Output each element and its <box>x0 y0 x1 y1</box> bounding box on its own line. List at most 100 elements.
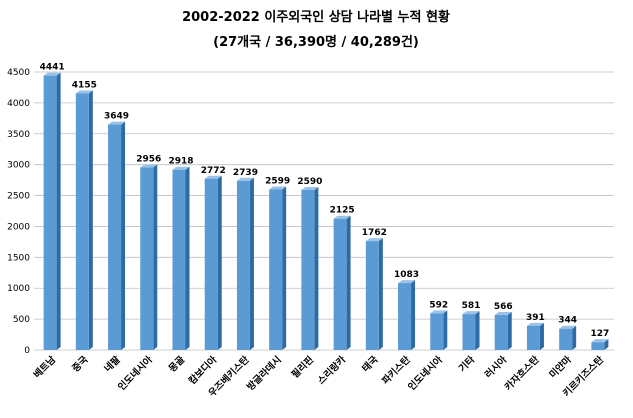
bar-side <box>604 339 609 350</box>
bar <box>172 166 190 350</box>
y-tick-label: 3500 <box>7 130 30 140</box>
bar <box>398 280 416 350</box>
y-tick-label: 2000 <box>7 222 30 232</box>
bar-side <box>411 280 416 350</box>
data-label: 1083 <box>394 270 419 280</box>
x-tick-label: 베트남 <box>31 353 58 380</box>
y-axis: 0 500 1000 1500 2000 2500 3000 3500 4000 4500 <box>7 68 30 356</box>
bar-front <box>398 283 412 350</box>
x-tick-label: 캄보디아 <box>186 353 219 386</box>
x-tick-label: 파키스탄 <box>379 353 412 386</box>
data-labels: 4441 4155 3649 2956 2918 2772 2739 2599 2590 2125… <box>40 63 610 340</box>
bar-top <box>398 280 416 284</box>
bar-top <box>43 72 61 76</box>
data-label: 592 <box>429 300 448 310</box>
bar-side <box>314 186 319 350</box>
bar-front <box>236 180 250 350</box>
y-tick-label: 4000 <box>7 99 30 109</box>
x-tick-label: 네팔 <box>102 353 123 374</box>
bar-side <box>443 310 448 350</box>
bar-side <box>153 164 158 350</box>
bar-front <box>140 167 154 350</box>
bar-front <box>301 189 315 350</box>
x-tick-label: 중국 <box>70 354 90 374</box>
bar <box>140 164 158 350</box>
data-label: 2918 <box>168 157 193 167</box>
bar-top <box>559 325 577 329</box>
bar <box>559 325 577 350</box>
data-label: 2772 <box>201 166 226 176</box>
bar <box>204 175 222 350</box>
bar <box>462 311 480 350</box>
bar-top <box>526 322 544 326</box>
bar-side <box>185 166 190 350</box>
bar-top <box>301 186 319 190</box>
bar-side <box>217 175 222 350</box>
bar-top <box>236 177 254 181</box>
x-tick-label: 태국 <box>360 353 381 374</box>
bar <box>494 312 512 350</box>
x-tick-label: 미얀마 <box>547 353 574 380</box>
x-tick-label: 인도네시아 <box>406 353 446 393</box>
bar-front <box>269 189 283 350</box>
data-label: 2590 <box>297 177 322 187</box>
bar-side <box>378 238 383 350</box>
y-tick-label: 500 <box>13 315 30 325</box>
bar <box>43 72 61 350</box>
bar-front <box>333 218 347 350</box>
data-label: 2599 <box>265 176 290 186</box>
data-label: 566 <box>494 302 513 312</box>
bar-top <box>365 238 383 242</box>
bar-top <box>591 339 609 343</box>
data-label: 2125 <box>330 206 355 216</box>
bar-side <box>539 322 544 350</box>
data-label: 2956 <box>136 154 161 164</box>
bar-front <box>526 325 540 350</box>
bar-front <box>494 315 508 350</box>
bar-front <box>430 313 444 350</box>
data-label: 2739 <box>233 168 258 178</box>
bar-side <box>56 72 61 350</box>
x-tick-label: 기타 <box>456 353 477 374</box>
x-tick-label: 필리핀 <box>289 354 316 381</box>
x-tick-label: 카자흐스탄 <box>502 353 542 393</box>
bar-front <box>559 328 573 350</box>
bar <box>108 121 126 350</box>
x-tick-label: 방글라데시 <box>244 354 283 393</box>
bar-front <box>43 75 57 350</box>
data-label: 3649 <box>104 112 129 122</box>
data-label: 4441 <box>40 63 65 73</box>
chart-subtitle: (27개국 / 36,390명 / 40,289건) <box>213 34 419 50</box>
bar-top <box>462 311 480 315</box>
bar <box>333 215 351 350</box>
chart-title: 2002-2022 이주외국인 상담 나라별 누적 현황 <box>182 9 450 25</box>
bar-front <box>108 124 122 350</box>
bar-side <box>507 312 512 350</box>
bar-front <box>172 169 186 350</box>
bar-top <box>333 215 351 219</box>
data-label: 127 <box>590 329 609 339</box>
bar-side <box>249 177 254 350</box>
bar-top <box>494 312 512 316</box>
bar <box>430 310 448 350</box>
bar-front <box>591 342 605 350</box>
bar-top <box>204 175 222 179</box>
bar <box>269 186 287 350</box>
data-label: 581 <box>462 301 481 311</box>
bar-top <box>172 166 190 170</box>
bar-side <box>475 311 480 350</box>
bar-top <box>430 310 448 314</box>
bar <box>591 339 609 350</box>
bar-front <box>75 93 89 351</box>
y-tick-label: 1500 <box>7 253 30 263</box>
bar-side <box>346 215 351 350</box>
x-tick-label: 스리랑카 <box>315 353 348 386</box>
bar <box>526 322 544 350</box>
bars <box>43 72 609 351</box>
x-tick-label: 몽골 <box>167 354 187 374</box>
y-tick-label: 4500 <box>7 68 30 78</box>
y-tick-label: 3000 <box>7 161 30 171</box>
bar <box>236 177 254 350</box>
